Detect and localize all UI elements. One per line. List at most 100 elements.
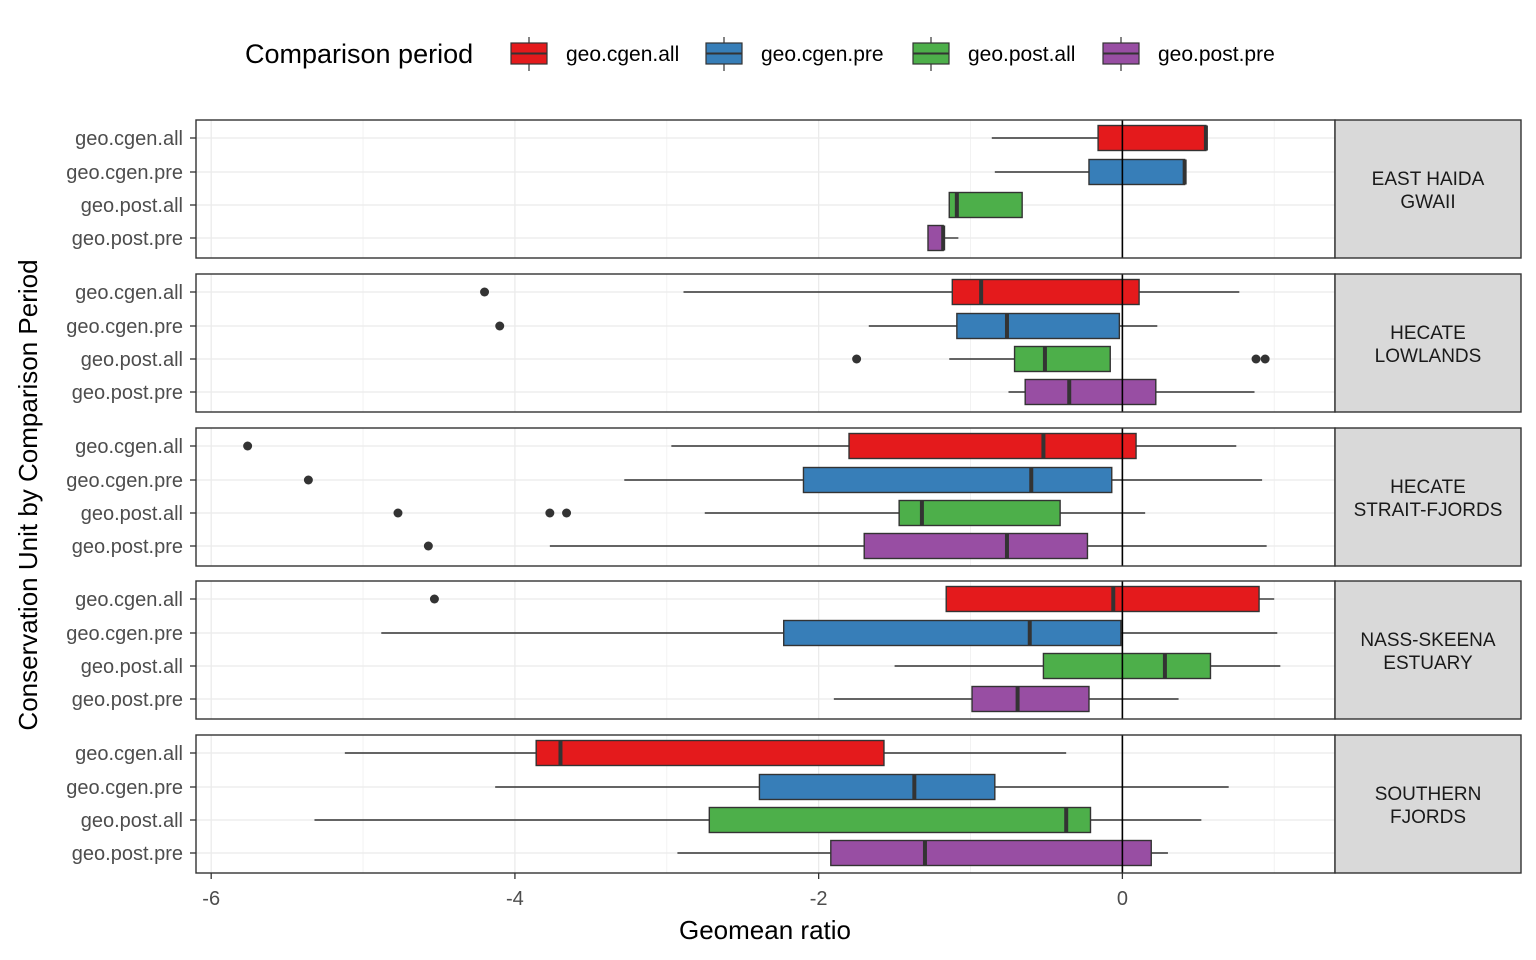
facet-strip-label: STRAIT-FJORDS — [1354, 500, 1503, 521]
x-tick-label: -2 — [810, 888, 828, 910]
panel-background — [196, 428, 1335, 566]
box-iqr — [830, 839, 1152, 867]
y-tick-label: geo.cgen.pre — [66, 162, 183, 184]
box-iqr — [848, 432, 1137, 460]
box-geo.post.pre — [1008, 378, 1255, 406]
outlier-point — [429, 594, 439, 604]
box-iqr — [948, 191, 1023, 219]
box-geo.post.pre — [927, 224, 959, 252]
box-geo.post.all — [894, 652, 1281, 680]
y-tick-label: geo.post.pre — [72, 382, 183, 404]
box-iqr — [1013, 345, 1111, 373]
x-tick-label: -4 — [506, 888, 524, 910]
outlier-point — [243, 441, 253, 451]
legend-label: geo.cgen.all — [566, 43, 679, 66]
facet-strip-label: GWAII — [1400, 192, 1455, 213]
facet-strip-label: LOWLANDS — [1375, 346, 1482, 367]
outlier-point — [545, 508, 555, 518]
x-axis: -6 -4 -2 0 — [202, 873, 1128, 910]
outlier-point — [393, 508, 403, 518]
facet-strip — [1334, 427, 1522, 567]
y-tick-label: geo.cgen.all — [75, 743, 183, 765]
legend-label: geo.post.all — [968, 43, 1075, 66]
y-tick-label: geo.post.all — [81, 503, 183, 525]
y-tick-label: geo.cgen.all — [75, 282, 183, 304]
facet-strip-label: FJORDS — [1390, 807, 1466, 828]
facet-strip-label: HECATE — [1390, 477, 1466, 498]
facet-strip-label: NASS-SKEENA — [1360, 630, 1495, 651]
y-tick-label: geo.post.pre — [72, 843, 183, 865]
box-geo.cgen.all — [991, 124, 1208, 152]
facet-strip-label: SOUTHERN — [1375, 784, 1482, 805]
box-iqr — [758, 773, 996, 801]
box-geo.cgen.all — [344, 739, 1067, 767]
outlier-point — [852, 354, 862, 364]
y-tick-label: geo.post.all — [81, 195, 183, 217]
y-tick-label: geo.cgen.pre — [66, 777, 183, 799]
box-iqr — [783, 619, 1122, 647]
facet-strip — [1334, 273, 1522, 413]
box-geo.cgen.pre — [994, 158, 1187, 186]
y-tick-label: geo.cgen.pre — [66, 623, 183, 645]
box-iqr — [898, 499, 1061, 527]
legend-title: Comparison period — [245, 39, 473, 69]
legend-entry: geo.cgen.pre — [705, 37, 884, 71]
box-iqr — [708, 806, 1092, 834]
box-geo.post.pre — [423, 532, 1267, 560]
box-iqr — [535, 739, 885, 767]
box-iqr — [956, 312, 1121, 340]
outlier-point — [1251, 354, 1261, 364]
outlier-point — [423, 541, 433, 551]
box-iqr — [1097, 124, 1207, 152]
box-geo.cgen.all — [480, 278, 1240, 306]
y-tick-label: geo.cgen.all — [75, 589, 183, 611]
legend-entry: geo.cgen.all — [510, 37, 679, 71]
box-iqr — [802, 466, 1113, 494]
box-iqr — [1088, 158, 1186, 186]
box-iqr — [951, 278, 1140, 306]
facet-strip-label: HECATE — [1390, 323, 1466, 344]
y-tick-label: geo.cgen.pre — [66, 470, 183, 492]
facet-strip-label: EAST HAIDA — [1372, 169, 1485, 190]
x-tick-label: 0 — [1117, 888, 1128, 910]
x-axis-title: Geomean ratio — [679, 915, 851, 945]
legend-entry: geo.post.all — [912, 37, 1075, 71]
box-iqr — [945, 585, 1260, 613]
facet-strip — [1334, 734, 1522, 874]
y-tick-label: geo.post.pre — [72, 228, 183, 250]
outlier-point — [495, 321, 505, 331]
facet-strip — [1334, 119, 1522, 259]
box-geo.cgen.pre — [381, 619, 1278, 647]
y-tick-label: geo.post.all — [81, 656, 183, 678]
box-iqr — [863, 532, 1089, 560]
legend-label: geo.cgen.pre — [761, 43, 884, 66]
legend: Comparison period geo.cgen.all geo.cgen.p… — [245, 37, 1275, 71]
box-geo.cgen.pre — [495, 312, 1158, 340]
box-geo.post.pre — [677, 839, 1168, 867]
facet-strip-label: ESTUARY — [1383, 653, 1473, 674]
box-geo.post.pre — [833, 685, 1179, 713]
y-tick-label: geo.post.pre — [72, 536, 183, 558]
box-iqr — [1024, 378, 1157, 406]
box-geo.cgen.pre — [495, 773, 1229, 801]
box-geo.post.all — [393, 499, 1146, 527]
box-iqr — [971, 685, 1090, 713]
legend-label: geo.post.pre — [1158, 43, 1275, 66]
y-tick-label: geo.post.all — [81, 349, 183, 371]
box-iqr — [927, 224, 944, 252]
box-geo.post.all — [852, 345, 1270, 373]
legend-entry: geo.post.pre — [1102, 37, 1275, 71]
box-iqr — [1042, 652, 1212, 680]
y-tick-label: geo.cgen.pre — [66, 316, 183, 338]
y-axis-title: Conservation Unit by Comparison Period — [13, 259, 43, 730]
x-tick-label: -6 — [202, 888, 220, 910]
box-geo.post.all — [948, 191, 1023, 219]
box-geo.cgen.all — [243, 432, 1237, 460]
